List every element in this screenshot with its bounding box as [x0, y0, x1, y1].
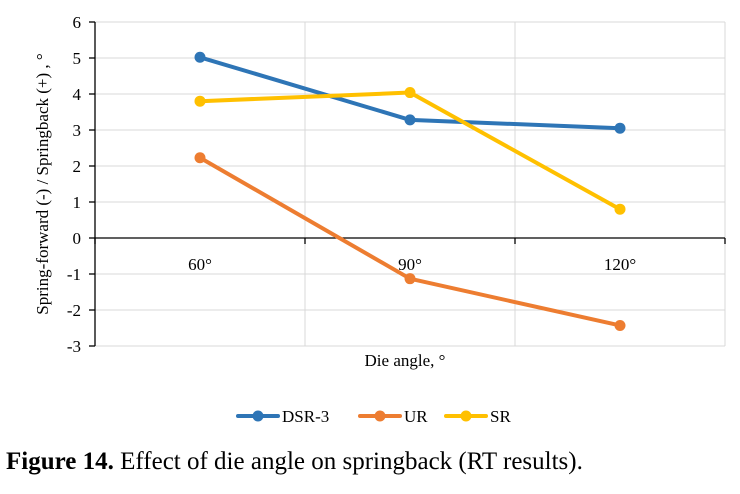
y-tick-label: -2: [67, 301, 81, 320]
x-tick-label: 60°: [188, 255, 212, 274]
x-axis-title: Die angle, °: [365, 351, 446, 370]
y-tick-labels: 6 5 4 3 2 1 0 -1 -2 -3: [67, 13, 82, 356]
legend-swatch-marker: [374, 410, 386, 422]
y-tick-label: 5: [73, 49, 82, 68]
data-point: [404, 87, 416, 99]
x-tick-labels: 60° 90° 120°: [188, 255, 636, 274]
y-tick-label: 1: [73, 193, 82, 212]
legend-label: DSR-3: [282, 407, 329, 426]
axes: [89, 21, 726, 347]
y-tick-label: 0: [73, 229, 82, 248]
line-chart: 6 5 4 3 2 1 0 -1 -2 -3 60° 90° 120° Spring-forward …: [33, 13, 726, 426]
y-tick-label: 6: [73, 13, 82, 32]
y-tick-label: 4: [73, 85, 82, 104]
figure-caption-label: Figure 14.: [6, 448, 114, 475]
x-tick-label: 90°: [398, 255, 422, 274]
series-line: [198, 155, 622, 328]
legend-swatch-marker: [460, 410, 472, 422]
series-lines: [194, 51, 626, 331]
y-tick-label: -3: [67, 337, 81, 356]
legend-label: UR: [404, 407, 428, 426]
data-point: [194, 95, 206, 107]
data-point: [194, 152, 206, 164]
legend-item: UR: [358, 407, 428, 426]
y-axis-title: Spring-forward (-) / Springback (+) , °: [33, 53, 52, 314]
x-tick-label: 120°: [604, 255, 636, 274]
y-tick-label: 2: [73, 157, 82, 176]
legend: DSR-3 UR SR: [236, 407, 511, 426]
data-point: [614, 122, 626, 134]
legend-swatch-marker: [252, 410, 264, 422]
y-tick-label: -1: [67, 265, 81, 284]
data-point: [404, 114, 416, 126]
y-tick-label: 3: [73, 121, 82, 140]
data-point: [614, 203, 626, 215]
figure-caption: Figure 14. Effect of die angle on spring…: [6, 448, 583, 476]
data-point: [194, 51, 206, 63]
gridlines: [95, 21, 726, 347]
legend-label: SR: [490, 407, 511, 426]
legend-item: DSR-3: [236, 407, 329, 426]
figure-caption-text: Effect of die angle on springback (RT re…: [113, 448, 583, 475]
data-point: [404, 273, 416, 285]
legend-item: SR: [444, 407, 511, 426]
data-point: [614, 319, 626, 331]
